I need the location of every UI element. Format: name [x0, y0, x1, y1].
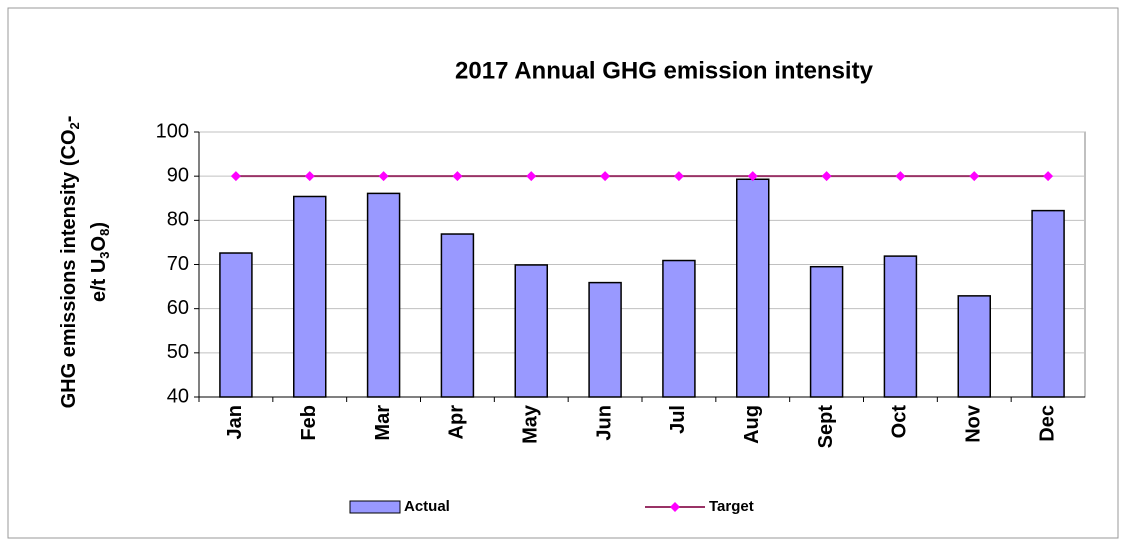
y-axis-label-part: 2 — [67, 122, 82, 129]
legend-label: Actual — [404, 498, 450, 515]
x-tick-label: Aug — [741, 405, 763, 444]
y-axis-label-part: e/t U — [88, 259, 110, 302]
bar — [588, 281, 622, 398]
legend-marker — [670, 502, 680, 512]
bar — [366, 192, 401, 398]
x-tick-label: Apr — [446, 405, 468, 440]
bar — [883, 255, 918, 398]
marker — [526, 171, 537, 182]
bar — [514, 264, 548, 398]
y-tick-label: 50 — [167, 341, 189, 363]
y-tick-label: 60 — [167, 297, 189, 319]
y-axis-label-part: 8 — [97, 229, 112, 236]
y-axis-label-line: GHG emissions intensity (CO2- — [58, 116, 82, 409]
y-axis-label-part: - — [58, 116, 80, 123]
marker — [304, 171, 315, 182]
chart-title: 2017 Annual GHG emission intensity — [455, 57, 874, 84]
marker — [747, 171, 758, 182]
marker — [1043, 171, 1054, 182]
y-tick-label: 40 — [167, 385, 189, 407]
x-tick-label: Feb — [298, 405, 320, 441]
marker — [895, 171, 906, 182]
marker — [673, 171, 684, 182]
legend-swatch — [349, 500, 401, 514]
bar — [957, 295, 991, 398]
x-tick-label: Dec — [1036, 405, 1058, 442]
y-axis-label-part: O — [88, 236, 110, 252]
x-tick-label: Mar — [372, 405, 394, 441]
marker — [821, 171, 832, 182]
x-tick-label: Jan — [224, 405, 246, 439]
x-tick-label: Jun — [593, 405, 615, 441]
marker — [378, 171, 389, 182]
bar — [219, 252, 253, 398]
x-tick-label: Oct — [889, 405, 911, 439]
y-tick-label: 90 — [167, 164, 189, 186]
y-axis-label: GHG emissions intensity (CO2-e/t U3O8) — [58, 116, 112, 409]
bar — [293, 195, 327, 398]
y-axis-label-part: GHG emissions intensity (CO — [58, 129, 80, 408]
bar — [736, 178, 770, 398]
bar — [440, 233, 475, 398]
marker — [230, 171, 241, 182]
y-tick-label: 70 — [167, 253, 189, 275]
bar — [1031, 209, 1065, 398]
x-tick-label: Nov — [963, 404, 985, 443]
y-axis-label-part: 3 — [97, 251, 112, 258]
marker — [600, 171, 611, 182]
marker — [452, 171, 463, 182]
y-axis-label-line: e/t U3O8) — [88, 222, 112, 302]
y-tick-label: 80 — [167, 209, 189, 231]
legend-label: Target — [709, 498, 754, 515]
y-axis-label-part: ) — [88, 222, 110, 229]
x-tick-label: Jul — [667, 405, 689, 434]
bar — [809, 265, 844, 398]
bar — [662, 259, 696, 398]
x-tick-label: May — [520, 404, 542, 444]
marker — [969, 171, 980, 182]
y-tick-label: 100 — [156, 120, 189, 142]
x-tick-label: Sept — [815, 405, 837, 449]
